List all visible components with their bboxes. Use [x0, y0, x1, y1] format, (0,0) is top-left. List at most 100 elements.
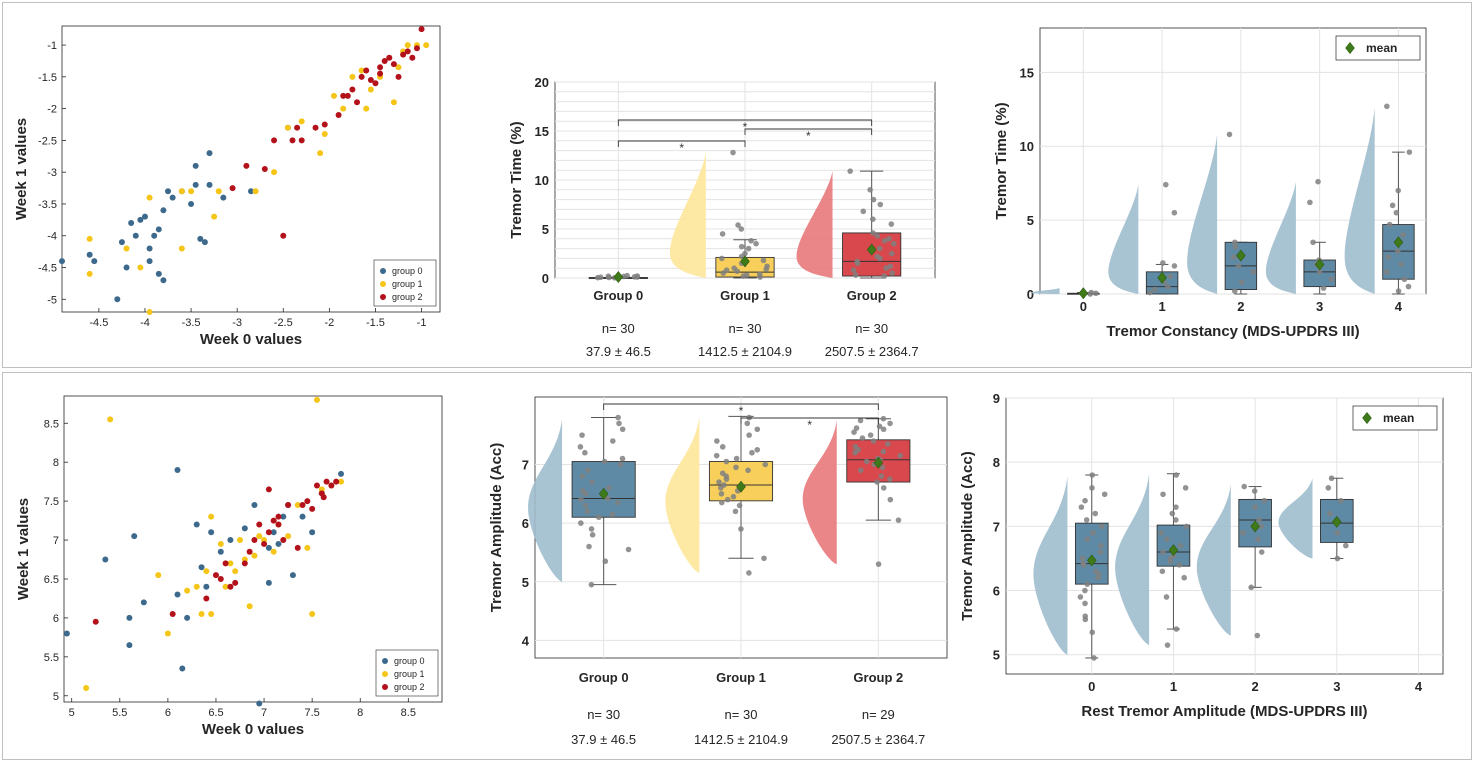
- top-middle-data-point: [854, 258, 860, 265]
- bottom-left-point-group-0: [193, 521, 200, 528]
- top-left-point-group-1: [321, 131, 328, 138]
- bottom-left-x-tick-label: 7: [261, 707, 267, 719]
- bottom-middle-y-axis-label: Tremor Amplitude (Acc): [488, 443, 505, 612]
- top-left-point-group-1: [86, 270, 93, 277]
- top-right-data-point: [1231, 288, 1238, 294]
- bottom-right-data-point: [1254, 632, 1261, 639]
- top-left-point-group-2: [340, 92, 347, 99]
- bottom-middle-data-point: [721, 482, 727, 488]
- bottom-right-data-point: [1173, 472, 1180, 478]
- bottom-middle-data-point: [596, 514, 602, 521]
- bottom-right-data-point: [1169, 510, 1176, 517]
- bottom-right-data-point: [1334, 555, 1341, 562]
- bottom-right-data-point: [1080, 560, 1087, 567]
- bottom-right-half-violin-3: [1278, 478, 1313, 559]
- bottom-right-data-point: [1077, 594, 1084, 600]
- top-left-point-group-2: [413, 45, 420, 52]
- bottom-middle-data-point: [885, 441, 891, 447]
- bottom-left-legend-label: group 0: [394, 656, 425, 666]
- top-right-x-axis-label: Tremor Constancy (MDS-UPDRS III): [1106, 323, 1359, 340]
- bottom-right-mean-marker: [1168, 544, 1179, 557]
- bottom-left-point-group-1: [208, 611, 215, 618]
- top-middle-mean-sd-label: 2507.5 ± 2364.7: [825, 344, 919, 359]
- top-right-data-point: [1384, 103, 1390, 110]
- top-middle-data-point: [870, 230, 876, 236]
- top-middle-data-point: [605, 273, 612, 280]
- top-right-data-point: [1230, 254, 1237, 260]
- bottom-middle-data-point: [762, 461, 769, 468]
- top-left-point-group-0: [192, 181, 199, 188]
- top-right-data-point: [1093, 290, 1099, 297]
- bottom-middle-data-point: [857, 467, 864, 474]
- bottom-left-point-group-0: [227, 537, 234, 544]
- top-middle-data-point: [753, 240, 759, 247]
- bottom-left-point-group-0: [179, 665, 186, 672]
- bottom-right-data-point: [1082, 600, 1088, 607]
- bottom-left-legend-marker: [382, 658, 388, 664]
- top-left-point-group-1: [86, 235, 93, 242]
- top-left-point-group-0: [220, 194, 227, 201]
- top-middle-data-point: [874, 253, 880, 260]
- top-middle-y-tick-label: 20: [535, 75, 549, 90]
- top-middle-data-point: [874, 233, 881, 239]
- top-left-point-group-1: [298, 118, 305, 125]
- top-middle-category-label: Group 0: [593, 288, 643, 303]
- top-left-point-group-2: [400, 51, 407, 58]
- top-left-point-group-2: [363, 67, 370, 74]
- bottom-middle-data-point: [625, 546, 632, 553]
- bottom-left-point-group-2: [217, 575, 224, 582]
- bottom-right-data-point: [1079, 555, 1086, 562]
- top-right-data-point: [1328, 276, 1334, 283]
- top-right-y-axis-label: Tremor Time (%): [993, 102, 1010, 219]
- bottom-left-point-group-2: [333, 478, 340, 485]
- bottom-left-point-group-2: [227, 583, 234, 590]
- bottom-left-y-tick-label: 8.5: [44, 418, 59, 430]
- top-right-half-violin-4: [1344, 107, 1375, 294]
- bottom-middle-data-point: [754, 446, 761, 453]
- top-left-point-group-1: [367, 86, 374, 93]
- bottom-right-data-point: [1164, 642, 1171, 648]
- bottom-right-data-point: [1082, 497, 1088, 504]
- top-right-x-tick-label: 0: [1080, 299, 1087, 314]
- top-right-half-violin-3: [1265, 181, 1296, 294]
- bottom-left-point-group-1: [246, 603, 253, 610]
- bottom-left-y-tick-label: 8: [53, 457, 59, 469]
- bottom-right-y-tick-label: 8: [993, 455, 1000, 470]
- top-left-y-tick-label: -3: [47, 167, 57, 179]
- top-left-point-group-2: [377, 64, 384, 71]
- bottom-right-y-axis-label: Tremor Amplitude (Acc): [959, 451, 976, 620]
- top-left-point-group-2: [418, 26, 425, 33]
- bottom-left-legend: group 0 group 1 group 2: [375, 649, 439, 697]
- top-right-data-point: [1167, 273, 1174, 280]
- bottom-left-point-group-1: [270, 548, 277, 555]
- bottom-left-point-group-0: [131, 533, 138, 540]
- bottom-middle-mean-marker: [598, 487, 609, 500]
- bottom-middle-data-point: [579, 488, 586, 494]
- bottom-left-point-group-2: [222, 560, 229, 567]
- top-middle-mean-sd-label: 1412.5 ± 2104.9: [698, 344, 792, 359]
- top-left-point-group-1: [188, 188, 195, 195]
- bottom-left-point-group-0: [184, 614, 191, 621]
- top-middle-data-point: [889, 270, 895, 276]
- bottom-left-point-group-1: [83, 684, 90, 691]
- bottom-left-y-tick-label: 7: [53, 535, 59, 547]
- top-left-point-group-2: [261, 166, 268, 172]
- bottom-left-point-group-0: [309, 529, 316, 536]
- bottom-middle-data-point: [586, 543, 592, 550]
- bottom-right-half-violin-0: [1033, 476, 1068, 655]
- top-left-legend-label: group 2: [392, 292, 423, 302]
- bottom-middle-data-point: [754, 426, 761, 433]
- top-right-data-point: [1088, 289, 1095, 296]
- bottom-middle-half-violin-0: [528, 418, 563, 582]
- top-right-data-point: [1398, 261, 1404, 268]
- bottom-right-data-point: [1082, 587, 1088, 594]
- top-middle-data-point: [870, 216, 876, 222]
- bottom-right-data-point: [1258, 549, 1265, 555]
- top-left-point-group-0: [128, 220, 135, 227]
- bottom-middle-data-point: [578, 520, 584, 526]
- bottom-middle-data-point: [746, 570, 752, 576]
- bottom-middle-significance-bracket: *: [740, 417, 879, 432]
- bottom-right-data-point: [1101, 491, 1108, 498]
- bottom-middle-data-point: [615, 414, 621, 421]
- bottom-left-point-group-2: [275, 521, 282, 528]
